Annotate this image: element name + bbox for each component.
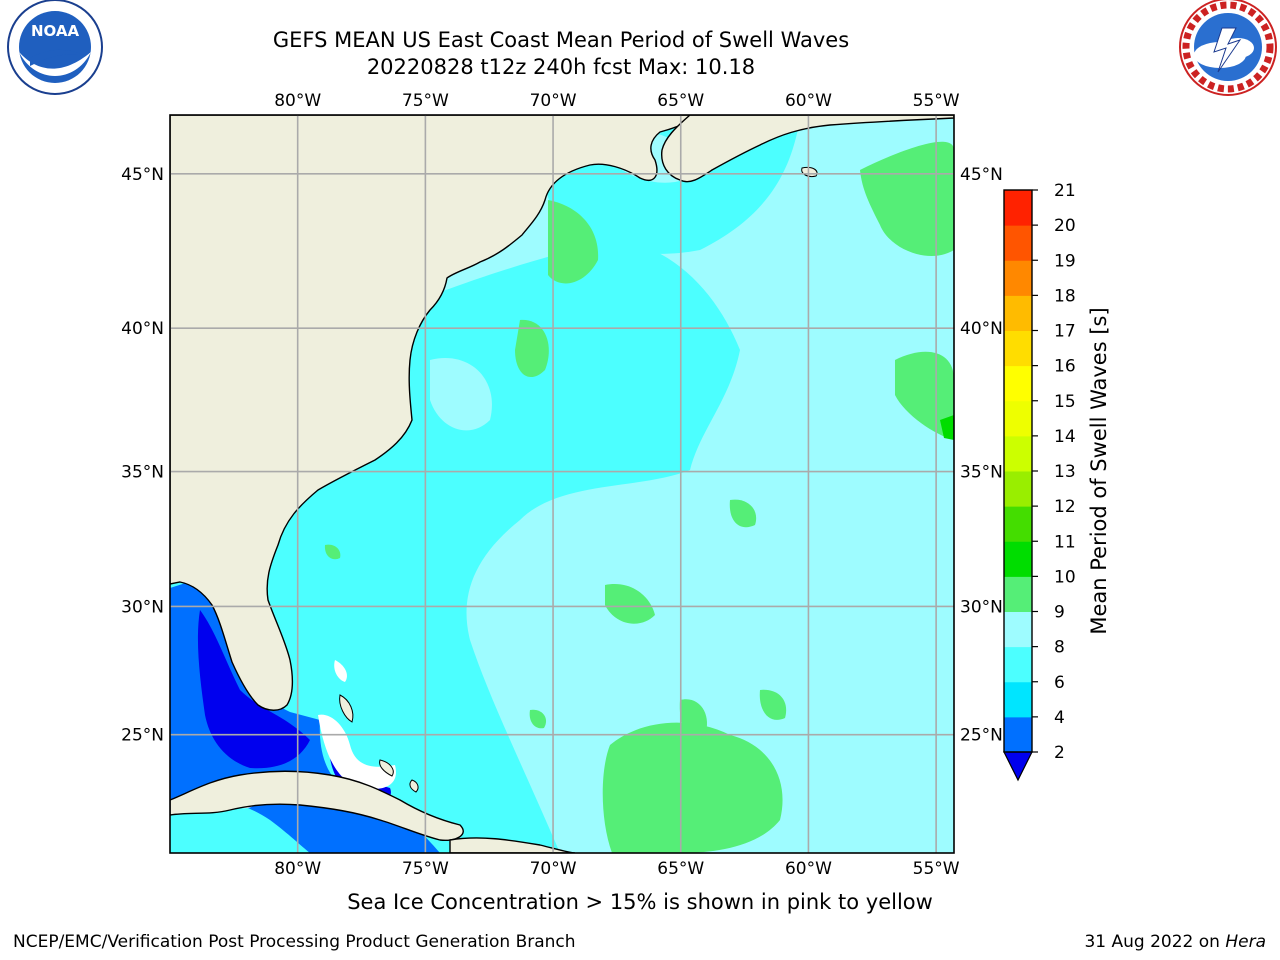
- colorbar-tick-label: 15: [1054, 392, 1076, 412]
- lat-label-left: 25°N: [121, 726, 164, 746]
- lon-label-top: 65°W: [657, 91, 704, 111]
- colorbar: 2 4 6 8 9 10 11 12 13 14 15 16 17 18 19 20 21: [1003, 181, 1076, 782]
- colorbar-tick-label: 16: [1054, 357, 1076, 377]
- colorbar-under-arrow: [1003, 751, 1033, 782]
- colorbar-tick-label: 6: [1054, 673, 1065, 693]
- colorbar-segment: [1004, 400, 1032, 437]
- lon-label-bottom: 60°W: [785, 859, 832, 879]
- colorbar-segment: [1004, 225, 1032, 261]
- colorbar-segment: [1004, 576, 1032, 612]
- colorbar-segment: [1004, 330, 1032, 367]
- noaa-logo-icon: NOAA: [7, 0, 103, 95]
- lon-label-top: 75°W: [402, 91, 449, 111]
- lat-labels-right: 45°N 40°N 35°N 30°N 25°N: [960, 165, 1003, 746]
- colorbar-tick-label: 13: [1054, 462, 1076, 482]
- colorbar-segment: [1004, 471, 1032, 507]
- colorbar-segment: [1004, 716, 1032, 753]
- colorbar-tick-label: 4: [1054, 708, 1065, 728]
- lat-label-left: 45°N: [121, 165, 164, 185]
- colorbar-tick-label: 8: [1054, 638, 1065, 658]
- colorbar-segment: [1004, 681, 1032, 718]
- lon-label-top: 80°W: [274, 91, 321, 111]
- run-date-text: 31 Aug 2022 on: [1084, 932, 1226, 952]
- chart-subtitle: 20220828 t12z 240h fcst Max: 10.18: [366, 55, 756, 79]
- colorbar-segment: [1004, 365, 1032, 402]
- machine-name: Hera: [1225, 932, 1266, 952]
- credit-text: NCEP/EMC/Verification Post Processing Pr…: [13, 932, 576, 952]
- lat-label-right: 30°N: [960, 597, 1003, 617]
- colorbar-tick-label: 2: [1054, 743, 1065, 763]
- lon-label-bottom: 55°W: [913, 859, 960, 879]
- lon-labels-bottom: 80°W 75°W 70°W 65°W 60°W 55°W: [274, 859, 960, 879]
- colorbar-segment: [1004, 295, 1032, 331]
- lon-label-top: 60°W: [785, 91, 832, 111]
- colorbar-tick-label: 9: [1054, 603, 1065, 623]
- lat-label-right: 45°N: [960, 165, 1003, 185]
- colorbar-segment: [1004, 260, 1032, 296]
- lon-label-bottom: 70°W: [530, 859, 577, 879]
- colorbar-tick-label: 20: [1054, 216, 1076, 236]
- colorbar-tick-label: 17: [1054, 322, 1076, 342]
- lat-label-right: 35°N: [960, 463, 1003, 483]
- lat-label-right: 40°N: [960, 319, 1003, 339]
- lon-label-bottom: 75°W: [402, 859, 449, 879]
- nws-logo-icon: [1179, 0, 1277, 96]
- colorbar-segment: [1004, 435, 1032, 472]
- map-gridlines: [170, 115, 954, 853]
- colorbar-tick-label: 12: [1054, 497, 1076, 517]
- lat-label-left: 35°N: [121, 463, 164, 483]
- lon-labels-top: 80°W 75°W 70°W 65°W 60°W 55°W: [274, 91, 960, 111]
- lon-label-bottom: 80°W: [274, 859, 321, 879]
- lat-label-right: 25°N: [960, 726, 1003, 746]
- colorbar-tick-label: 11: [1054, 532, 1076, 552]
- lon-label-bottom: 65°W: [657, 859, 704, 879]
- colorbar-tick-label: 21: [1054, 181, 1076, 201]
- lon-label-top: 70°W: [530, 91, 577, 111]
- colorbar-tick-label: 19: [1054, 251, 1076, 271]
- lat-labels-left: 45°N 40°N 35°N 30°N 25°N: [121, 165, 164, 746]
- noaa-logo-text: NOAA: [31, 22, 80, 40]
- colorbar-tick-label: 18: [1054, 286, 1076, 306]
- map-frame: [169, 114, 955, 854]
- lat-label-left: 30°N: [121, 597, 164, 617]
- lat-label-left: 40°N: [121, 319, 164, 339]
- colorbar-tick-label: 14: [1054, 427, 1076, 447]
- colorbar-segment: [1004, 541, 1032, 577]
- colorbar-segment: [1004, 506, 1032, 542]
- sea-ice-note: Sea Ice Concentration > 15% is shown in …: [347, 890, 933, 914]
- lon-label-top: 55°W: [913, 91, 960, 111]
- run-date: 31 Aug 2022 on Hera: [1084, 932, 1266, 952]
- chart-title: GEFS MEAN US East Coast Mean Period of S…: [272, 28, 850, 52]
- colorbar-label: Mean Period of Swell Waves [s]: [1087, 307, 1111, 634]
- colorbar-tick-label: 10: [1054, 567, 1076, 587]
- colorbar-segment: [1004, 646, 1032, 683]
- colorbar-segment: [1004, 190, 1032, 226]
- colorbar-segment: [1004, 611, 1032, 648]
